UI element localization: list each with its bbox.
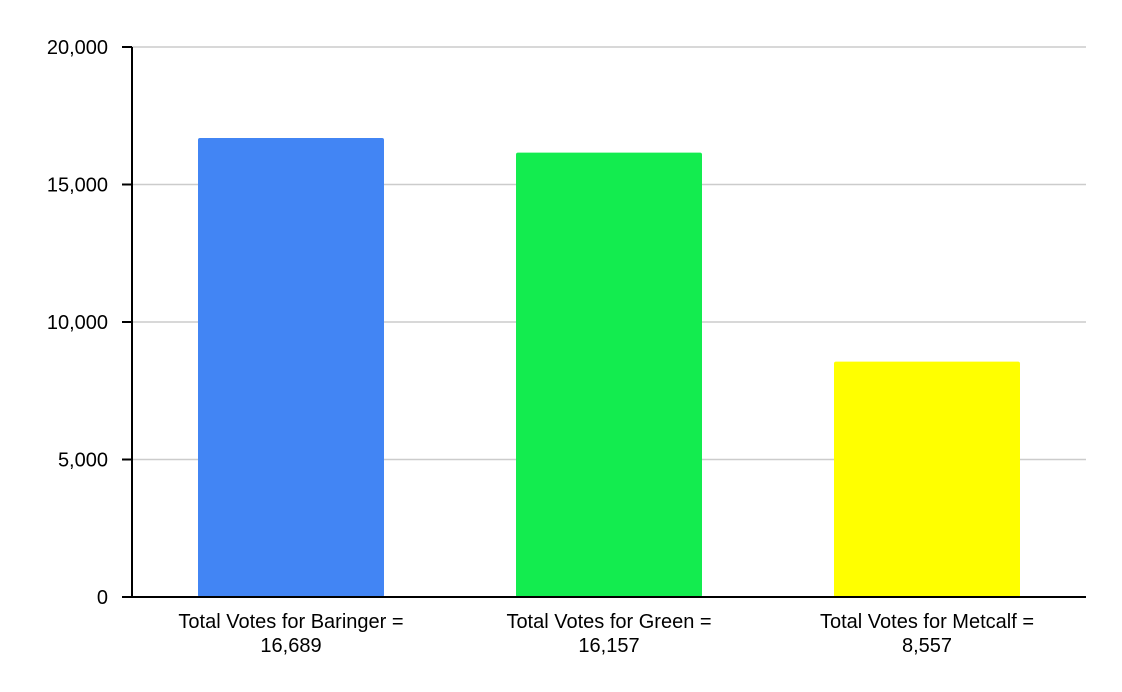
- x-tick-label: Total Votes for Metcalf =: [820, 611, 1034, 633]
- x-tick-label: 8,557: [902, 635, 952, 657]
- bar: [834, 361, 1020, 597]
- x-tick-label: 16,157: [578, 635, 639, 657]
- y-tick-label: 15,000: [47, 175, 108, 197]
- bar: [516, 152, 702, 597]
- axes: [122, 46, 1086, 598]
- y-tick-label: 5,000: [58, 450, 108, 472]
- bar: [198, 138, 384, 598]
- y-tick-labels: 0 5,000 10,000 15,000 20,000: [47, 37, 108, 609]
- x-tick-label: 16,689: [260, 635, 321, 657]
- bars: [198, 138, 1020, 598]
- y-tick-label: 10,000: [47, 312, 108, 334]
- y-tick-label: 20,000: [47, 37, 108, 59]
- y-tick-label: 0: [97, 587, 108, 609]
- x-tick-label: Total Votes for Green =: [506, 611, 711, 633]
- x-tick-label: Total Votes for Baringer =: [178, 611, 403, 633]
- x-tick-labels: Total Votes for Baringer =16,689 Total Vo…: [178, 611, 1034, 657]
